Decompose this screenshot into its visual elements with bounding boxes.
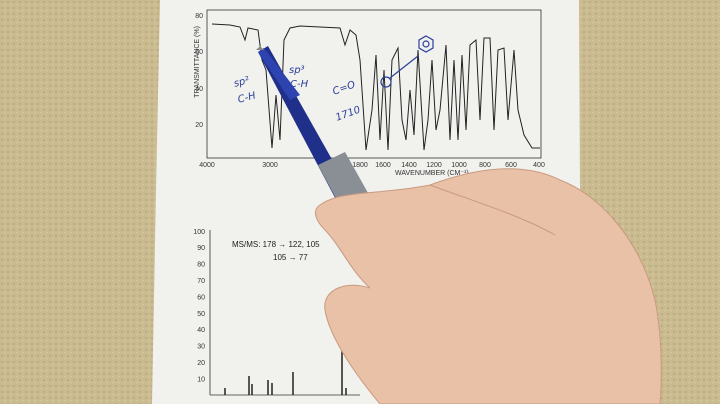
handwriting: sp³ <box>289 65 305 76</box>
ir-x-tick-label: 4000 <box>199 162 215 169</box>
ms-y-tick-label: 70 <box>197 278 205 285</box>
handwriting: C-H <box>237 90 258 105</box>
ms-y-tick-label: 20 <box>197 360 205 367</box>
ir-y-tick-label: 20 <box>195 122 203 129</box>
ir-x-tick-label: 1000 <box>451 162 467 169</box>
ir-x-tick-label: 1400 <box>401 162 417 169</box>
ir-x-tick-label: 1200 <box>426 162 442 169</box>
ir-y-tick-label: 40 <box>195 86 203 93</box>
ms-y-tick-label: 100 <box>193 229 205 236</box>
ir-x-tick-label: 800 <box>479 162 491 169</box>
ms-y-tick-label: 50 <box>197 311 205 318</box>
ir-y-label: TRANSMITTANCE (%) <box>194 26 201 98</box>
hand <box>314 168 662 404</box>
handwriting: C-H <box>290 79 309 90</box>
ms-y-tick-label: 80 <box>197 262 205 269</box>
ms-y-tick-label: 40 <box>197 327 205 334</box>
ir-x-label: WAVENUMBER (CM⁻¹) <box>395 170 469 177</box>
handwriting: sp² <box>233 75 251 90</box>
ms-y-tick-label: 60 <box>197 294 205 301</box>
ir-frame <box>206 9 542 159</box>
ms-note: MS/MS: 178 → 122, 105 <box>232 240 320 249</box>
ir-x-tick-label: 1800 <box>352 162 368 169</box>
hand-drawings <box>380 35 434 88</box>
ir-y-tick-label: 80 <box>195 13 203 20</box>
ir-x-tick-label: 600 <box>505 162 517 169</box>
ir-x-tick-label: 1600 <box>375 162 391 169</box>
ir-spectrum-line <box>211 23 540 151</box>
ms-y-tick-label: 10 <box>197 376 205 383</box>
finger-crease <box>429 184 556 236</box>
ir-x-tick-label: 400 <box>533 162 545 169</box>
ms-y-tick-label: 90 <box>197 245 205 252</box>
ir-y-tick-label: 60 <box>195 49 203 56</box>
ms-peaks <box>224 342 347 395</box>
ms-note: 105 → 77 <box>273 253 308 262</box>
ir-x-tick-label: 3000 <box>262 162 278 169</box>
ms-y-tick-label: 30 <box>197 344 205 351</box>
